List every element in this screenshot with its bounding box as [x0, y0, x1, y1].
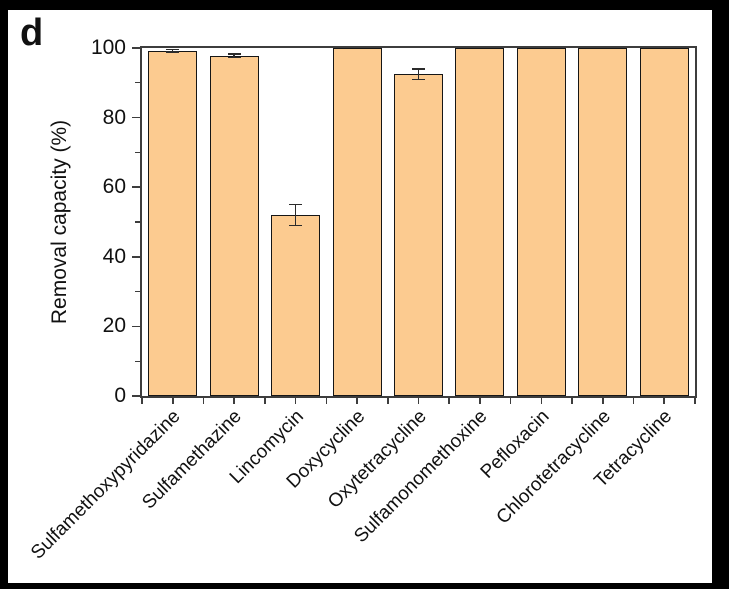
y-major-tick: [132, 186, 140, 188]
x-tick: [325, 398, 328, 404]
x-tick: [663, 398, 666, 404]
x-tick: [571, 398, 573, 404]
error-bar: [233, 53, 235, 58]
y-tick-label: 100: [90, 36, 126, 59]
bar: [209, 55, 259, 396]
y-minor-tick: [135, 151, 140, 154]
y-tick-label: 20: [102, 314, 126, 338]
x-tick: [602, 398, 604, 404]
error-bar: [171, 49, 174, 53]
x-tick: [386, 398, 389, 404]
x-tick: [448, 398, 451, 404]
bar: [516, 48, 566, 396]
x-tick: [141, 398, 143, 404]
x-tick: [632, 398, 635, 404]
x-tick: [509, 398, 512, 404]
y-axis-title: Removal capacity (%): [48, 119, 71, 325]
x-tick: [233, 398, 235, 404]
x-tick: [171, 398, 174, 404]
y-major-tick: [132, 256, 140, 258]
y-major-tick: [132, 47, 140, 49]
y-major-tick: [132, 116, 140, 119]
error-bar-cap-bottom: [412, 78, 425, 81]
y-minor-tick: [135, 82, 140, 84]
bar: [578, 48, 628, 396]
y-tick-label: 80: [102, 105, 126, 129]
panel-label: d: [20, 12, 44, 54]
x-tick: [356, 398, 358, 404]
x-tick: [540, 398, 543, 404]
error-bar-cap-top: [412, 68, 425, 70]
x-tick: [694, 398, 696, 404]
bar: [148, 50, 198, 396]
plot-area: [140, 46, 697, 398]
bar: [639, 48, 689, 396]
bar: [394, 74, 443, 396]
x-category-label: Chlorotetracycline: [492, 406, 615, 529]
bar: [271, 215, 321, 396]
bar: [455, 48, 505, 396]
error-bar-cap-bottom: [227, 56, 241, 59]
error-bar-cap-top: [289, 203, 303, 206]
error-bar-cap-top: [227, 53, 241, 55]
y-major-tick: [132, 395, 140, 397]
x-tick: [202, 398, 205, 404]
y-major-tick: [132, 325, 140, 328]
chart-canvas: d Removal capacity (%) 0 20 40 60 80 100 Sulfa…: [8, 10, 712, 583]
y-tick-label: 60: [102, 175, 126, 199]
error-bar-cap-top: [166, 48, 180, 51]
error-bar-cap-bottom: [166, 51, 180, 53]
error-bar: [417, 68, 420, 80]
y-tick-label: 40: [102, 244, 126, 268]
y-minor-tick: [135, 360, 140, 362]
y-minor-tick: [135, 290, 140, 293]
y-minor-tick: [135, 221, 140, 223]
error-bar: [294, 204, 297, 226]
x-tick: [417, 398, 420, 404]
error-bar-cap-bottom: [289, 224, 303, 227]
y-tick-label: 0: [114, 384, 126, 407]
bar: [332, 48, 382, 396]
x-tick: [264, 398, 266, 404]
x-tick: [294, 398, 297, 404]
x-tick: [479, 398, 481, 404]
